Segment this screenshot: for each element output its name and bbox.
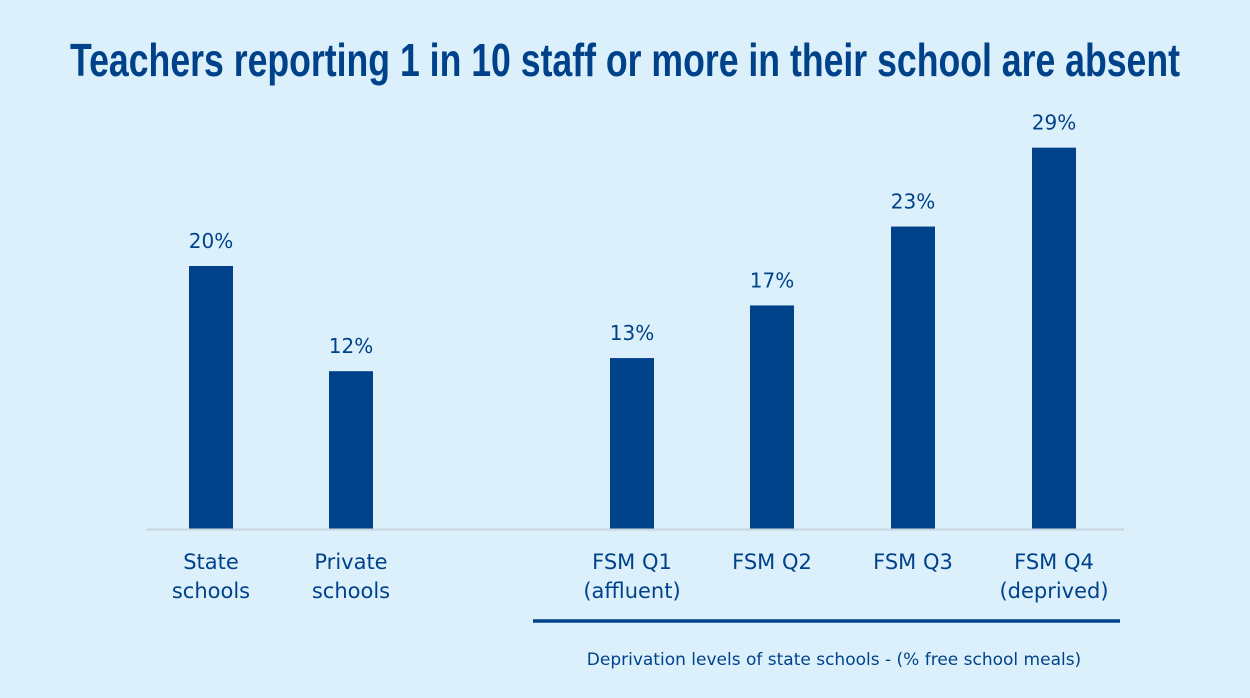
bar [750,305,794,529]
bar [1032,147,1076,529]
category-label: schools [172,579,250,603]
category-label: FSM Q4 [1014,550,1094,574]
data-label: 29% [1032,111,1076,135]
category-label: FSM Q2 [732,550,812,574]
bar [189,266,233,529]
chart-title: Teachers reporting 1 in 10 staff or more… [70,34,1180,86]
category-label: Private [314,550,387,574]
category-label: schools [312,579,390,603]
data-label: 20% [189,229,233,253]
bar [891,226,935,530]
category-label: FSM Q3 [873,550,953,574]
data-label: 13% [610,321,654,345]
category-label: State [183,550,239,574]
bar [329,371,373,529]
category-label: (deprived) [999,579,1108,603]
bar [610,358,654,529]
group-caption: Deprivation levels of state schools - (%… [587,650,1081,670]
data-label: 23% [891,190,935,214]
category-label: (affluent) [583,579,680,603]
category-label: FSM Q1 [592,550,672,574]
data-label: 17% [750,268,794,292]
data-label: 12% [329,334,373,358]
